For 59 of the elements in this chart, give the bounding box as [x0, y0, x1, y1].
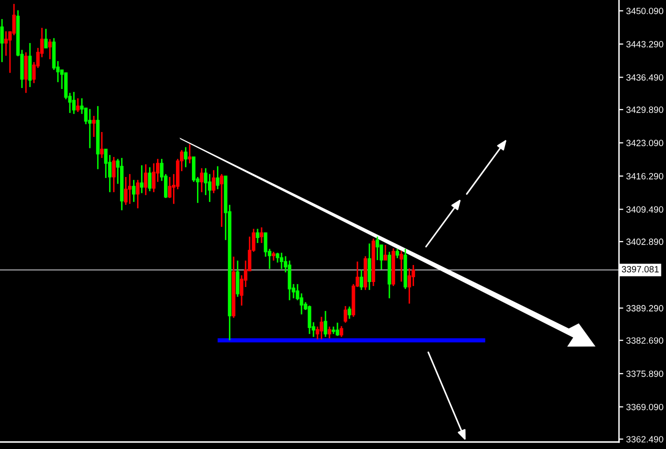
candlestick: [148, 166, 152, 192]
candlestick: [132, 179, 136, 203]
y-tick-label: 3382.690: [626, 337, 664, 344]
y-tick-label: 3389.290: [626, 305, 664, 312]
y-tick-label: 3450.090: [626, 8, 664, 14]
candlestick: [340, 325, 344, 338]
candlestick: [112, 156, 116, 193]
y-tick-label: 3436.490: [626, 74, 664, 81]
y-tick-label: 3375.890: [626, 370, 664, 377]
candlestick: [280, 252, 284, 270]
ref-line-label: 3397.081: [622, 266, 659, 272]
candlestick: [152, 162, 156, 193]
candlestick: [400, 250, 404, 282]
candlestick: [92, 115, 96, 138]
y-tick-label: 3369.090: [626, 404, 664, 410]
candlestick: [128, 173, 132, 205]
candlestick: [4, 30, 8, 56]
candlestick: [256, 228, 260, 244]
candlestick: [140, 164, 144, 194]
y-tick-label: 3429.890: [626, 106, 664, 113]
y-tick-label: 3362.490: [626, 436, 664, 442]
y-tick-label: 3402.890: [626, 238, 664, 245]
candlestick: [72, 91, 76, 115]
candlestick: [48, 38, 52, 60]
candlestick: [136, 179, 140, 209]
candlestick: [288, 260, 292, 301]
y-tick-label: 3409.490: [626, 206, 664, 213]
candlestick: [328, 326, 332, 340]
candlestick: [344, 305, 348, 324]
candlestick: [336, 322, 340, 337]
candlestick: [212, 169, 216, 194]
candlestick: [220, 173, 224, 228]
candlestick: [320, 316, 324, 340]
candlestick: [200, 168, 204, 193]
candlestick: [44, 28, 48, 49]
candlestick: [396, 248, 400, 259]
candlestick: [384, 244, 388, 261]
candlestick: [348, 306, 352, 320]
candlestick: [376, 236, 380, 261]
candlestick: [100, 131, 104, 159]
candlestick: [408, 268, 412, 304]
candlestick: [216, 166, 220, 190]
candlestick: [76, 98, 80, 113]
y-tick-label: 3443.290: [626, 41, 664, 48]
y-tick-label: 3423.090: [626, 140, 664, 146]
candlestick: [368, 242, 372, 291]
candlestick: [24, 52, 28, 94]
candlestick: [360, 269, 364, 291]
candlestick: [28, 42, 32, 88]
candlestick: [324, 310, 328, 338]
candlestick: [236, 260, 240, 298]
candlestick: [260, 226, 264, 244]
candlestick: [184, 146, 188, 168]
candlestick: [144, 164, 148, 196]
candlestick: [124, 176, 128, 206]
candlestick: [188, 144, 192, 164]
candlestick: [316, 326, 320, 340]
candlestick: [88, 108, 92, 149]
y-tick-label: 3416.290: [626, 173, 664, 180]
